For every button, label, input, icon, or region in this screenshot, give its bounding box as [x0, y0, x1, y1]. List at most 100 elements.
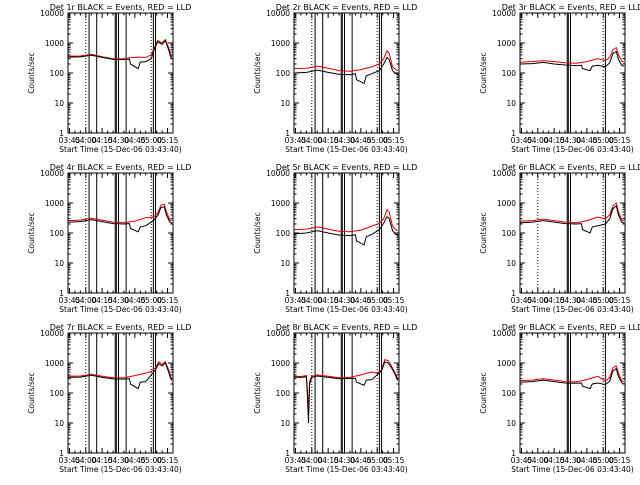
x-tick-label: 05:00	[140, 296, 162, 305]
y-tick-label: 100	[276, 69, 291, 78]
plot-frame	[67, 332, 174, 454]
x-tick-label: 04:30	[334, 136, 356, 145]
x-tick-label: 03:45	[511, 456, 533, 465]
x-tick-label: 04:00	[527, 296, 549, 305]
panel-det-7: 1 10 100 1000 10000 03:4504:0004:1504:3004:45…	[27, 323, 191, 474]
x-tick-label: 04:45	[350, 296, 372, 305]
x-tick-label: 05:00	[592, 136, 614, 145]
x-tick-label: 03:45	[59, 456, 81, 465]
x-tick-label: 03:45	[59, 136, 81, 145]
y-tick-label: 10	[54, 259, 64, 268]
y-tick-label: 1	[511, 449, 516, 458]
events-series-line	[294, 56, 399, 85]
x-tick-label: 04:00	[301, 456, 323, 465]
x-tick-label: 04:00	[301, 136, 323, 145]
x-tick-label: 04:30	[560, 136, 582, 145]
y-tick-label: 10	[506, 99, 516, 108]
x-axis-label: Start Time (15-Dec-06 03:43:40)	[59, 465, 181, 474]
y-tick-label: 1	[59, 129, 64, 138]
y-tick-label: 1000	[497, 39, 516, 48]
panel-title: Det 1r BLACK = Events, RED = LLD	[50, 3, 192, 12]
plot-frame	[519, 172, 626, 294]
x-tick-label: 04:30	[108, 456, 130, 465]
y-tick-label: 1	[285, 289, 290, 298]
y-axis-label: Counts/sec	[253, 372, 262, 413]
y-tick-label: 100	[50, 389, 65, 398]
x-tick-label: 03:45	[285, 296, 307, 305]
lld-series-line	[520, 365, 625, 383]
y-tick-label: 100	[276, 229, 291, 238]
plot-frame	[67, 172, 174, 294]
y-tick-label: 1	[59, 289, 64, 298]
y-tick-label: 100	[50, 69, 65, 78]
x-tick-label: 05:00	[366, 296, 388, 305]
x-tick-label: 04:15	[91, 456, 113, 465]
plot-frame	[519, 12, 626, 134]
lld-series-line	[294, 208, 399, 233]
x-tick-label: 04:00	[75, 296, 97, 305]
panel-title: Det 7r BLACK = Events, RED = LLD	[50, 323, 192, 332]
x-tick-label: 04:30	[560, 296, 582, 305]
lld-series-line	[520, 46, 625, 64]
x-tick-label: 04:15	[91, 136, 113, 145]
x-tick-label: 04:15	[317, 456, 339, 465]
y-tick-label: 10000	[40, 9, 64, 18]
x-axis-label: Start Time (15-Dec-06 03:43:40)	[59, 145, 181, 154]
x-tick-label: 03:45	[511, 296, 533, 305]
y-tick-label: 10000	[40, 329, 64, 338]
y-axis-label: Counts/sec	[27, 52, 36, 93]
panel-det-4: 1 10 100 1000 10000 03:4504:0004:1504:3004:45…	[27, 163, 191, 314]
y-tick-label: 10	[280, 99, 290, 108]
y-tick-label: 100	[502, 69, 517, 78]
y-tick-label: 10	[506, 259, 516, 268]
y-axis-label: Counts/sec	[479, 372, 488, 413]
x-tick-label: 04:45	[576, 456, 598, 465]
panel-title: Det 6r BLACK = Events, RED = LLD	[502, 163, 640, 172]
x-tick-label: 04:30	[560, 456, 582, 465]
x-tick-label: 05:15	[609, 296, 631, 305]
x-tick-label: 04:45	[124, 136, 146, 145]
plot-frame	[519, 332, 626, 454]
panel-det-1: 1 10 100 1000 10000 03:4504:0004:1504:3004:45…	[27, 3, 191, 154]
y-tick-label: 10000	[492, 169, 516, 178]
y-axis-label: Counts/sec	[253, 52, 262, 93]
panel-title: Det 3r BLACK = Events, RED = LLD	[502, 3, 640, 12]
x-tick-label: 04:15	[317, 296, 339, 305]
y-tick-label: 1000	[497, 359, 516, 368]
x-axis-label: Start Time (15-Dec-06 03:43:40)	[285, 305, 407, 314]
y-tick-label: 10000	[40, 169, 64, 178]
x-axis-label: Start Time (15-Dec-06 03:43:40)	[285, 465, 407, 474]
y-tick-label: 10	[280, 419, 290, 428]
y-axis-label: Counts/sec	[27, 212, 36, 253]
x-tick-label: 04:15	[543, 136, 565, 145]
x-tick-label: 04:15	[91, 296, 113, 305]
x-tick-label: 05:00	[366, 136, 388, 145]
lld-series-line	[294, 49, 399, 72]
x-tick-label: 05:15	[609, 456, 631, 465]
events-series-line	[68, 362, 173, 390]
x-tick-label: 05:15	[383, 296, 405, 305]
x-tick-label: 04:45	[124, 456, 146, 465]
x-tick-label: 04:00	[301, 296, 323, 305]
x-tick-label: 04:00	[527, 456, 549, 465]
y-axis-label: Counts/sec	[479, 52, 488, 93]
y-tick-label: 100	[502, 389, 517, 398]
lld-series-line	[68, 203, 173, 224]
x-tick-label: 05:00	[592, 296, 614, 305]
y-tick-label: 10000	[266, 9, 290, 18]
x-tick-label: 04:15	[543, 456, 565, 465]
x-tick-label: 04:15	[317, 136, 339, 145]
y-tick-label: 1000	[271, 359, 290, 368]
y-tick-label: 1	[285, 449, 290, 458]
y-tick-label: 10000	[492, 329, 516, 338]
x-tick-label: 03:45	[285, 456, 307, 465]
lld-series-line	[68, 360, 173, 379]
events-series-line	[68, 39, 173, 70]
events-series-line	[520, 205, 625, 234]
lld-series-line	[68, 38, 173, 60]
x-tick-label: 03:45	[511, 136, 533, 145]
y-axis-label: Counts/sec	[479, 212, 488, 253]
x-tick-label: 03:45	[59, 296, 81, 305]
